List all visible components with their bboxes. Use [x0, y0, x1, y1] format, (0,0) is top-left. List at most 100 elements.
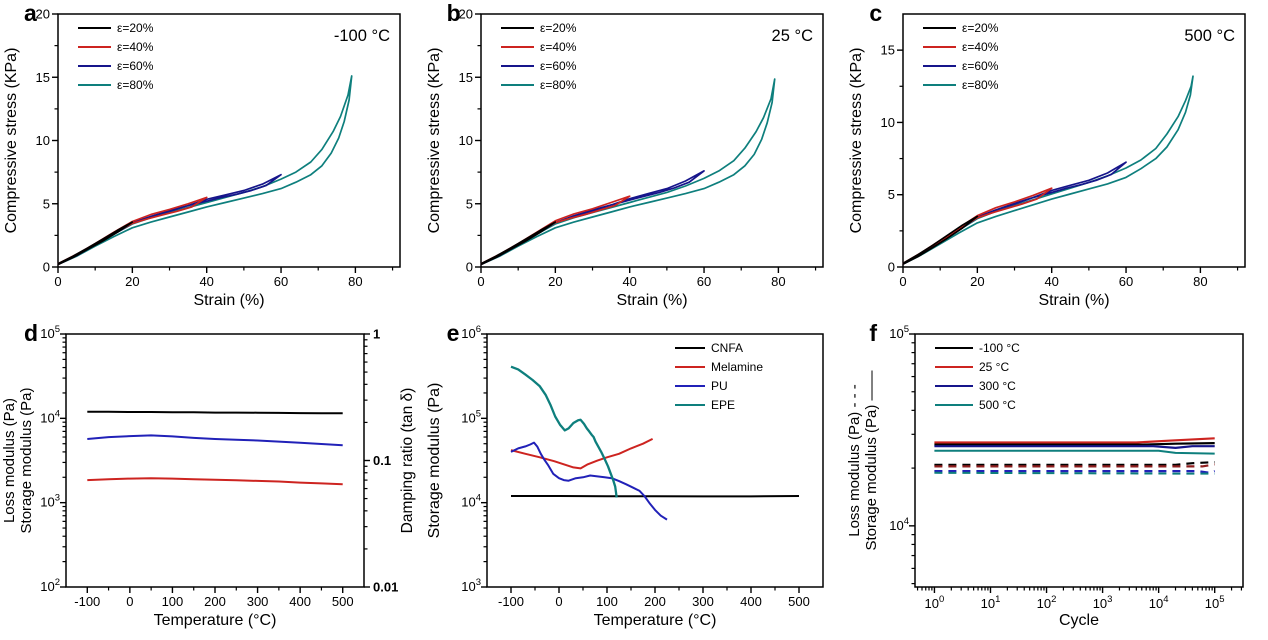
legend-label: Melamine — [711, 360, 763, 374]
y2-tick-label: 0.1 — [373, 453, 391, 468]
plot-area — [58, 14, 400, 267]
y-tick-label: 105 — [461, 408, 481, 425]
x-tick-label: 200 — [204, 594, 226, 609]
x-tick-label: 104 — [1149, 594, 1169, 611]
y2-axis-title: Damping ratio (tan δ) — [399, 388, 416, 534]
x-tick-label: -100 — [74, 594, 100, 609]
y-tick-label: 102 — [40, 577, 60, 594]
x-axis-title: Strain (%) — [193, 292, 264, 309]
legend-label: ε=40% — [962, 40, 999, 54]
x-tick-label: 200 — [644, 594, 666, 609]
x-tick-label: 60 — [696, 274, 710, 289]
y-tick-label: 15 — [36, 70, 50, 85]
y2-tick-label: 0.01 — [373, 580, 398, 595]
x-tick-label: 103 — [1093, 594, 1113, 611]
plot-area — [903, 14, 1245, 267]
y-tick-label: 104 — [40, 408, 60, 425]
y-tick-label: 20 — [36, 7, 50, 22]
panel-letter-c: c — [869, 2, 882, 25]
legend-label: ε=40% — [117, 40, 154, 54]
x-tick-label: 100 — [925, 594, 945, 611]
legend-label: ε=20% — [117, 21, 154, 35]
legend-label: ε=80% — [962, 78, 999, 92]
plot-area — [915, 334, 1243, 587]
legend-label: EPE — [711, 398, 735, 412]
y-tick-label: 104 — [890, 516, 910, 533]
y-tick-label: 5 — [43, 196, 50, 211]
x-tick-label: 300 — [692, 594, 714, 609]
x-tick-label: 400 — [740, 594, 762, 609]
x-tick-label: 40 — [622, 274, 636, 289]
panel-letter-e: e — [447, 322, 460, 345]
y-tick-label: 0 — [43, 260, 50, 275]
annotation-temperature: 500 °C — [1185, 27, 1236, 45]
x-tick-label: 20 — [125, 274, 139, 289]
y-axis-title-0: Loss modulus (Pa) — [1, 398, 18, 523]
x-tick-label: 0 — [477, 274, 484, 289]
x-tick-label: 102 — [1037, 594, 1057, 611]
y-axis-title: Compressive stress (KPa) — [3, 48, 20, 234]
x-tick-label: 80 — [348, 274, 362, 289]
x-tick-label: 40 — [199, 274, 213, 289]
x-tick-label: 400 — [289, 594, 311, 609]
y-tick-label: 104 — [461, 493, 481, 510]
legend-label: ε=60% — [962, 59, 999, 73]
y2-tick-label: 1 — [373, 327, 380, 342]
legend-label: ε=20% — [540, 21, 577, 35]
legend-label: ε=60% — [117, 59, 154, 73]
y-tick-label: 103 — [461, 577, 481, 594]
x-tick-label: 20 — [548, 274, 562, 289]
x-tick-label: 100 — [596, 594, 618, 609]
y-tick-label: 5 — [888, 187, 895, 202]
y-tick-label: 0 — [888, 260, 895, 275]
x-tick-label: 40 — [1045, 274, 1059, 289]
x-tick-label: 0 — [900, 274, 907, 289]
x-tick-label: 101 — [981, 594, 1001, 611]
panel-letter-a: a — [24, 2, 37, 25]
plot-area — [487, 334, 823, 587]
panel-letter-b: b — [447, 2, 461, 25]
x-tick-label: -100 — [498, 594, 524, 609]
y-tick-label: 0 — [465, 260, 472, 275]
legend-label: PU — [711, 379, 728, 393]
y-axis-title-0: Loss modulus (Pa) - - - — [846, 384, 863, 537]
y-tick-label: 10 — [458, 133, 472, 148]
y-tick-label: 106 — [461, 324, 481, 341]
y-axis-title: Compressive stress (KPa) — [426, 48, 443, 234]
x-axis-title: Strain (%) — [616, 292, 687, 309]
plot-area — [481, 14, 823, 267]
annotation-temperature: 25 °C — [771, 27, 813, 45]
x-axis-title: Strain (%) — [1039, 292, 1110, 309]
legend-label: ε=80% — [117, 78, 154, 92]
x-tick-label: 60 — [274, 274, 288, 289]
y-tick-label: 105 — [890, 324, 910, 341]
x-tick-label: 500 — [332, 594, 354, 609]
y-tick-label: 10 — [36, 133, 50, 148]
legend-label: ε=80% — [540, 78, 577, 92]
x-tick-label: 0 — [555, 594, 562, 609]
y-tick-label: 15 — [458, 70, 472, 85]
legend-label: ε=60% — [540, 59, 577, 73]
legend-label: ε=40% — [540, 40, 577, 54]
legend-label: -100 °C — [979, 341, 1020, 355]
x-tick-label: 300 — [247, 594, 269, 609]
x-tick-label: 80 — [771, 274, 785, 289]
x-tick-label: 100 — [162, 594, 184, 609]
x-tick-label: 80 — [1193, 274, 1207, 289]
x-tick-label: 105 — [1205, 594, 1225, 611]
y-axis-title: Compressive stress (KPa) — [848, 48, 865, 234]
annotation-temperature: -100 °C — [334, 27, 390, 45]
y-tick-label: 5 — [465, 196, 472, 211]
legend-label: CNFA — [711, 341, 743, 355]
